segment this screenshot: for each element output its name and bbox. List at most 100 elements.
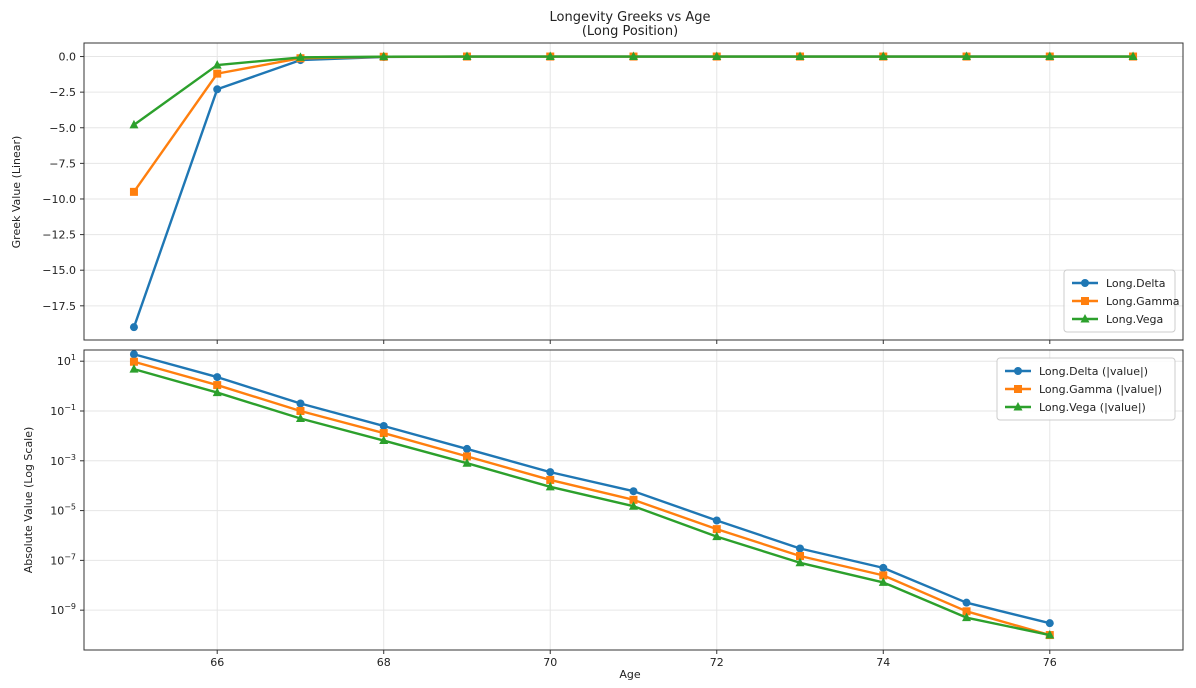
y-tick-label: 0.0 — [59, 51, 77, 64]
data-point — [629, 495, 638, 504]
plot-frame — [83, 42, 1184, 341]
chart-title: Longevity Greeks vs Age — [550, 10, 711, 25]
legend-swatch-marker — [1081, 297, 1089, 305]
legend-box — [996, 357, 1176, 421]
data-point — [295, 413, 305, 422]
legend-label: Long.Vega — [1106, 313, 1163, 326]
series-1 — [129, 350, 1054, 628]
data-point — [212, 60, 222, 69]
y-tick-label: 101 — [57, 353, 76, 368]
data-point — [213, 85, 222, 94]
y-tick-label: 10−1 — [50, 403, 76, 418]
data-point — [295, 52, 305, 61]
legend-box — [1063, 269, 1176, 333]
data-point — [1045, 619, 1054, 628]
series-3 — [129, 51, 1138, 129]
data-point — [796, 544, 805, 553]
data-point — [462, 458, 472, 467]
y-tick-label: −5.0 — [49, 122, 76, 135]
plot-area — [129, 350, 1055, 640]
x-axis-label: Age — [619, 668, 641, 681]
data-point — [629, 487, 638, 496]
legend-swatch-marker — [1013, 402, 1023, 411]
y-tick-label: −15.0 — [42, 264, 76, 277]
y-tick-label: −12.5 — [42, 229, 76, 242]
x-tick-label: 74 — [876, 656, 890, 669]
data-point — [462, 51, 472, 61]
data-point — [1128, 51, 1138, 61]
data-point — [462, 444, 471, 453]
data-point — [962, 598, 971, 607]
data-point — [1045, 51, 1055, 61]
series-line — [133, 353, 1051, 625]
series-line — [133, 367, 1051, 637]
series-1 — [129, 52, 1138, 332]
data-point — [296, 399, 305, 408]
data-point — [213, 69, 222, 78]
x-tick-label: 76 — [1043, 656, 1057, 669]
plot-area — [129, 51, 1138, 332]
data-point — [878, 577, 888, 586]
top-panel: 0.0 −2.5 −5.0 −7.5 −10.0 −12.5 −15.0 −17.5 Long.… — [42, 42, 1184, 344]
legend-label: Long.Delta (|value|) — [1039, 365, 1148, 378]
legend-label: Long.Delta — [1106, 277, 1165, 290]
plot-frame — [83, 349, 1184, 651]
data-point — [129, 323, 138, 332]
series-3 — [129, 364, 1055, 639]
y-tick-label: 10−9 — [50, 602, 76, 617]
data-point — [129, 364, 139, 373]
legend-swatch-marker — [1014, 385, 1022, 393]
data-point — [129, 357, 138, 366]
top-y-axis-label: Greek Value (Linear) — [10, 136, 23, 249]
y-tick-label: 10−7 — [50, 552, 76, 567]
y-tick-label: −2.5 — [49, 86, 76, 99]
data-point — [1045, 630, 1055, 639]
series-2 — [129, 52, 1138, 196]
data-point — [545, 51, 555, 61]
data-point — [879, 563, 888, 572]
data-point — [712, 51, 722, 61]
x-tick-label: 72 — [710, 656, 724, 669]
bottom-y-axis-label: Absolute Value (Log Scale) — [22, 427, 35, 574]
data-point — [795, 51, 805, 61]
legend-swatch-marker — [1080, 314, 1090, 323]
data-point — [379, 429, 388, 438]
data-point — [629, 51, 638, 61]
legend-label: Long.Gamma — [1106, 295, 1180, 308]
data-point — [712, 525, 721, 534]
legend-swatch-marker — [1014, 367, 1022, 375]
data-point — [462, 452, 471, 461]
legend-swatch-marker — [1081, 279, 1089, 287]
chart-subtitle: (Long Position) — [582, 24, 678, 39]
y-tick-label: 10−3 — [50, 453, 76, 468]
data-point — [379, 51, 389, 61]
x-tick-label: 68 — [377, 656, 391, 669]
data-point — [129, 350, 138, 359]
x-tick-label: 70 — [543, 656, 557, 669]
data-point — [379, 421, 388, 430]
series-line — [132, 55, 1134, 328]
data-point — [213, 381, 222, 390]
series-line — [133, 360, 1051, 637]
legend-label: Long.Gamma (|value|) — [1039, 383, 1162, 396]
data-point — [962, 51, 972, 61]
data-point — [629, 501, 638, 510]
data-point — [795, 557, 805, 567]
data-point — [546, 468, 555, 477]
x-tick-label: 66 — [210, 656, 224, 669]
data-point — [129, 187, 138, 196]
data-point — [712, 531, 722, 541]
data-point — [296, 406, 305, 415]
data-point — [962, 612, 972, 622]
data-point — [878, 51, 888, 61]
data-point — [796, 551, 805, 560]
data-point — [213, 373, 222, 382]
legend: Long.Delta Long.Gamma Long.Vega — [1063, 269, 1180, 333]
y-tick-label: −17.5 — [42, 300, 76, 313]
data-point — [212, 387, 222, 397]
data-point — [546, 475, 555, 484]
legend: Long.Delta (|value|) Long.Gamma (|value|)… — [996, 357, 1176, 421]
series-2 — [129, 357, 1054, 640]
